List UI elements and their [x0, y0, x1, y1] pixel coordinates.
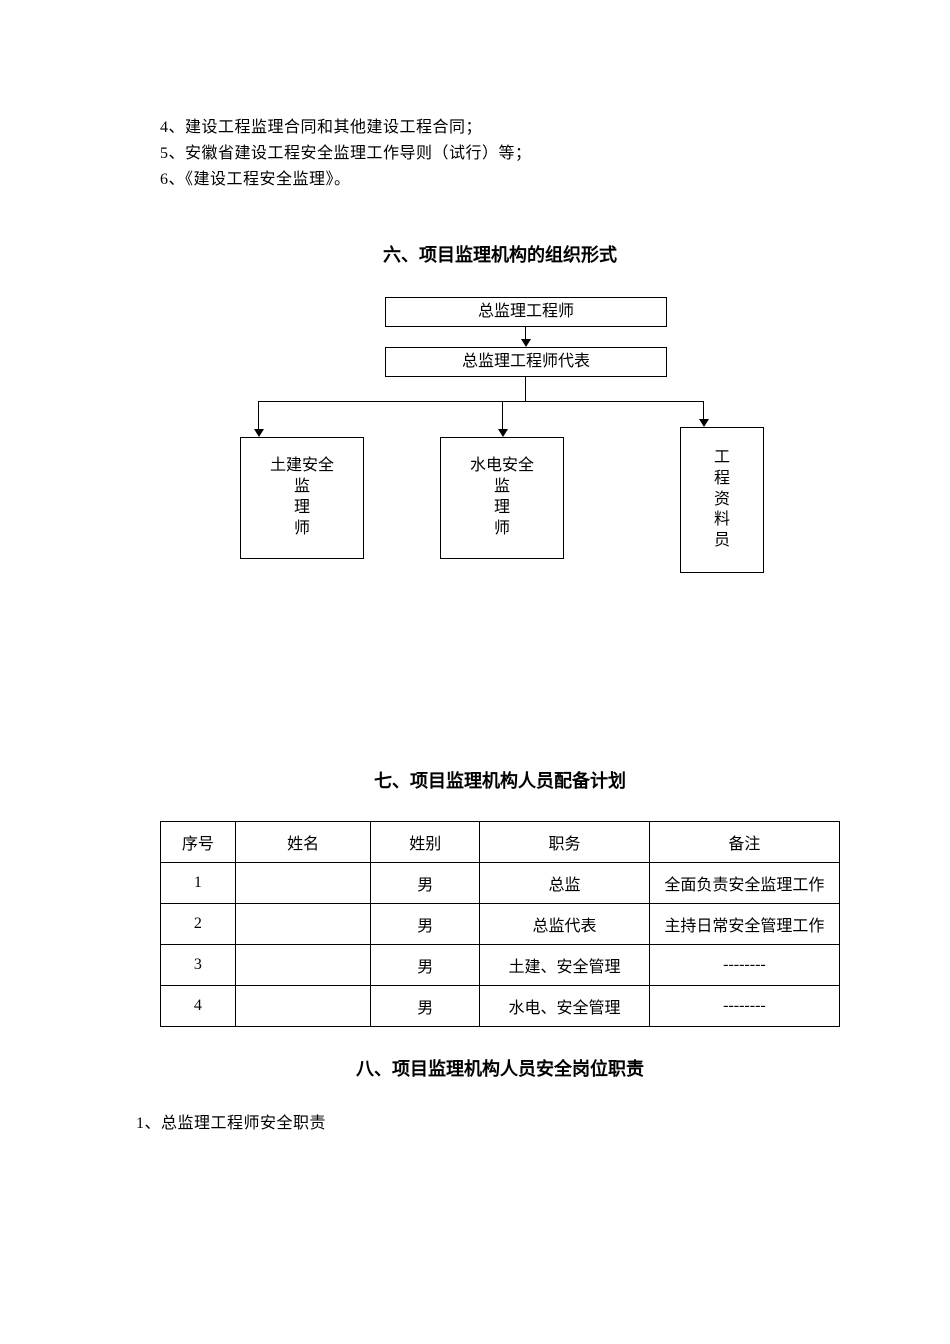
- org-label: 理: [470, 498, 534, 519]
- cell-role: 土建、安全管理: [480, 945, 650, 986]
- org-label: 师: [470, 519, 534, 540]
- cell-name: [235, 986, 371, 1027]
- org-arrow-icon: [521, 339, 531, 347]
- list-item-4: 4、建设工程监理合同和其他建设工程合同；: [160, 115, 840, 141]
- org-label: 资: [714, 490, 730, 511]
- cell-note: --------: [649, 986, 839, 1027]
- cell-idx: 2: [161, 904, 236, 945]
- org-label: 师: [270, 519, 334, 540]
- org-line: [703, 401, 704, 419]
- cell-gender: 男: [371, 904, 480, 945]
- org-node-civil: 土建安全 监 理 师: [240, 437, 364, 559]
- org-line: [258, 401, 259, 429]
- col-header-role: 职务: [480, 822, 650, 863]
- cell-gender: 男: [371, 945, 480, 986]
- org-arrow-icon: [699, 419, 709, 427]
- cell-idx: 1: [161, 863, 236, 904]
- cell-name: [235, 863, 371, 904]
- org-label: 监: [470, 477, 534, 498]
- table-header-row: 序号 姓名 姓别 职务 备注: [161, 822, 840, 863]
- cell-gender: 男: [371, 863, 480, 904]
- table-row: 4 男 水电、安全管理 --------: [161, 986, 840, 1027]
- cell-note: 全面负责安全监理工作: [649, 863, 839, 904]
- org-label: 员: [714, 531, 730, 552]
- org-label: 水电安全: [470, 456, 534, 477]
- org-label: 工: [714, 448, 730, 469]
- org-chart: 总监理工程师 总监理工程师代表 土建安全 监 理 师: [160, 297, 840, 597]
- col-header-gender: 姓别: [371, 822, 480, 863]
- col-header-note: 备注: [649, 822, 839, 863]
- table-row: 1 男 总监 全面负责安全监理工作: [161, 863, 840, 904]
- org-arrow-icon: [498, 429, 508, 437]
- org-line: [525, 377, 526, 401]
- table-row: 3 男 土建、安全管理 --------: [161, 945, 840, 986]
- org-line: [258, 401, 704, 402]
- list-item-6: 6、《建设工程安全监理》。: [160, 167, 840, 193]
- cell-role: 总监: [480, 863, 650, 904]
- list-item-5: 5、安徽省建设工程安全监理工作导则（试行）等；: [160, 141, 840, 167]
- org-label: 监: [270, 477, 334, 498]
- col-header-idx: 序号: [161, 822, 236, 863]
- cell-idx: 3: [161, 945, 236, 986]
- org-node-elec: 水电安全 监 理 师: [440, 437, 564, 559]
- org-label: 程: [714, 469, 730, 490]
- col-header-name: 姓名: [235, 822, 371, 863]
- org-node-doc: 工 程 资 料 员: [680, 427, 764, 573]
- cell-note: --------: [649, 945, 839, 986]
- section-8-title: 八、项目监理机构人员安全岗位职责: [160, 1055, 840, 1081]
- staff-table: 序号 姓名 姓别 职务 备注 1 男 总监 全面负责安全监理工作 2 男 总监代…: [160, 821, 840, 1027]
- section-6-title: 六、项目监理机构的组织形式: [160, 241, 840, 267]
- section-7-title: 七、项目监理机构人员配备计划: [160, 767, 840, 793]
- org-line: [502, 401, 503, 429]
- org-label: 料: [714, 510, 730, 531]
- cell-note: 主持日常安全管理工作: [649, 904, 839, 945]
- org-label: 土建安全: [270, 456, 334, 477]
- org-arrow-icon: [254, 429, 264, 437]
- table-row: 2 男 总监代表 主持日常安全管理工作: [161, 904, 840, 945]
- cell-idx: 4: [161, 986, 236, 1027]
- cell-name: [235, 945, 371, 986]
- cell-name: [235, 904, 371, 945]
- org-node-chief: 总监理工程师: [385, 297, 667, 327]
- cell-gender: 男: [371, 986, 480, 1027]
- subitem-1: 1、总监理工程师安全职责: [136, 1111, 840, 1137]
- cell-role: 总监代表: [480, 904, 650, 945]
- org-node-deputy: 总监理工程师代表: [385, 347, 667, 377]
- cell-role: 水电、安全管理: [480, 986, 650, 1027]
- org-line: [525, 327, 526, 339]
- org-label: 理: [270, 498, 334, 519]
